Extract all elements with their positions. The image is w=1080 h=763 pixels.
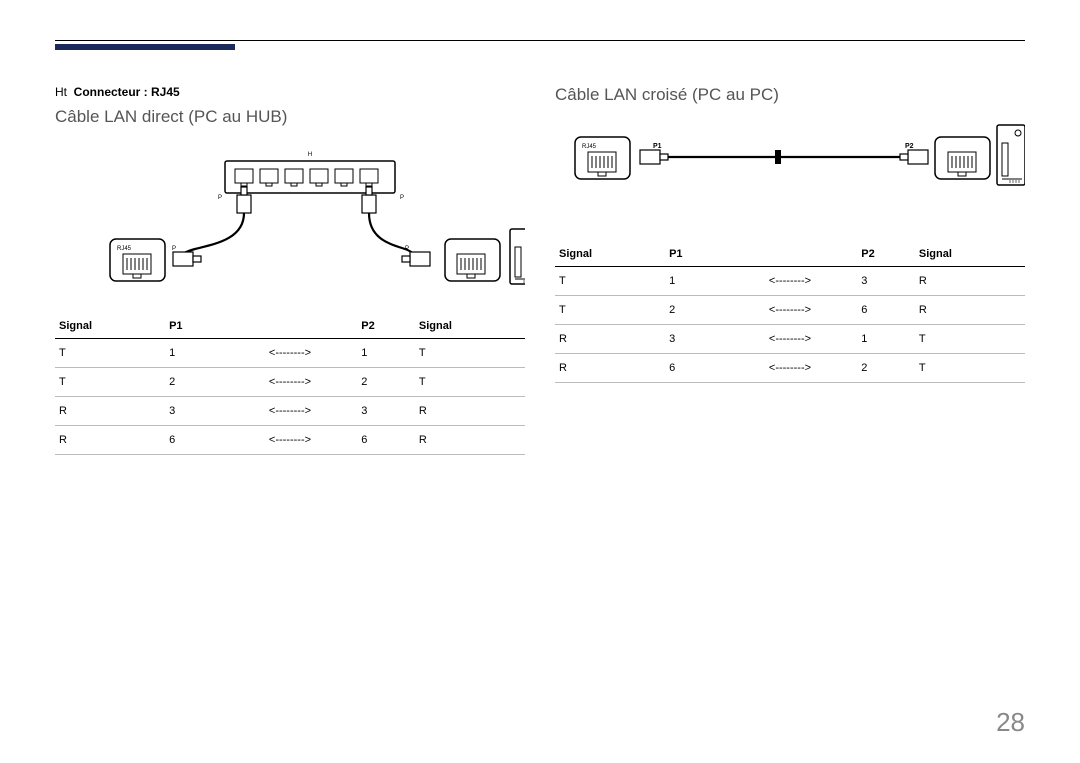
th-p1: P1	[665, 242, 723, 267]
table-row: R6<-------->6R	[55, 426, 525, 455]
p1-label: P1	[653, 143, 662, 150]
pin-label-right: P	[405, 246, 409, 252]
connector-label: Connecteur : RJ45	[74, 85, 180, 99]
page-number: 28	[996, 707, 1025, 738]
table-row: R3<-------->3R	[55, 397, 525, 426]
th-arrow	[723, 242, 858, 267]
rj45-label-left: RJ45	[117, 246, 132, 252]
direct-pinout-table: Signal P1 P2 Signal T1<-------->1T T2<--…	[55, 314, 525, 455]
table-row: T2<-------->6R	[555, 296, 1025, 325]
th-p2: P2	[357, 314, 415, 339]
table-header-row: Signal P1 P2 Signal	[55, 314, 525, 339]
th-signal-2: Signal	[415, 314, 525, 339]
left-subtitle: Câble LAN direct (PC au HUB)	[55, 107, 525, 127]
connector-bullet: Ht	[55, 85, 67, 99]
p2-label: P2	[905, 143, 914, 150]
hub-label: H	[308, 152, 312, 158]
table-row: T1<-------->3R	[555, 267, 1025, 296]
table-row: R6<-------->2T	[555, 354, 1025, 383]
cross-pinout-table: Signal P1 P2 Signal T1<-------->3R T2<--…	[555, 242, 1025, 383]
th-p1: P1	[165, 314, 223, 339]
th-p2: P2	[857, 242, 915, 267]
th-signal-1: Signal	[55, 314, 165, 339]
left-column: Ht Connecteur : RJ45 Câble LAN direct (P…	[55, 85, 525, 455]
accent-bar	[55, 44, 235, 50]
right-column: Câble LAN croisé (PC au PC) RJ45 P1	[555, 85, 1025, 455]
pin-label-left: P	[172, 246, 176, 252]
table-header-row: Signal P1 P2 Signal	[555, 242, 1025, 267]
right-subtitle: Câble LAN croisé (PC au PC)	[555, 85, 1025, 105]
rj45-label-right-diag: RJ45	[582, 144, 597, 150]
direct-cable-diagram: H P P	[55, 139, 525, 304]
connector-heading: Ht Connecteur : RJ45	[55, 85, 525, 99]
hub-p-left: P	[218, 195, 222, 201]
table-row: T2<-------->2T	[55, 368, 525, 397]
th-signal-2: Signal	[915, 242, 1025, 267]
top-horizontal-rule	[55, 40, 1025, 41]
th-arrow	[223, 314, 358, 339]
table-row: R3<-------->1T	[555, 325, 1025, 354]
hub-p-right: P	[400, 195, 404, 201]
table-row: T1<-------->1T	[55, 339, 525, 368]
cross-cable-diagram: RJ45 P1 P2	[555, 117, 1025, 232]
th-signal-1: Signal	[555, 242, 665, 267]
